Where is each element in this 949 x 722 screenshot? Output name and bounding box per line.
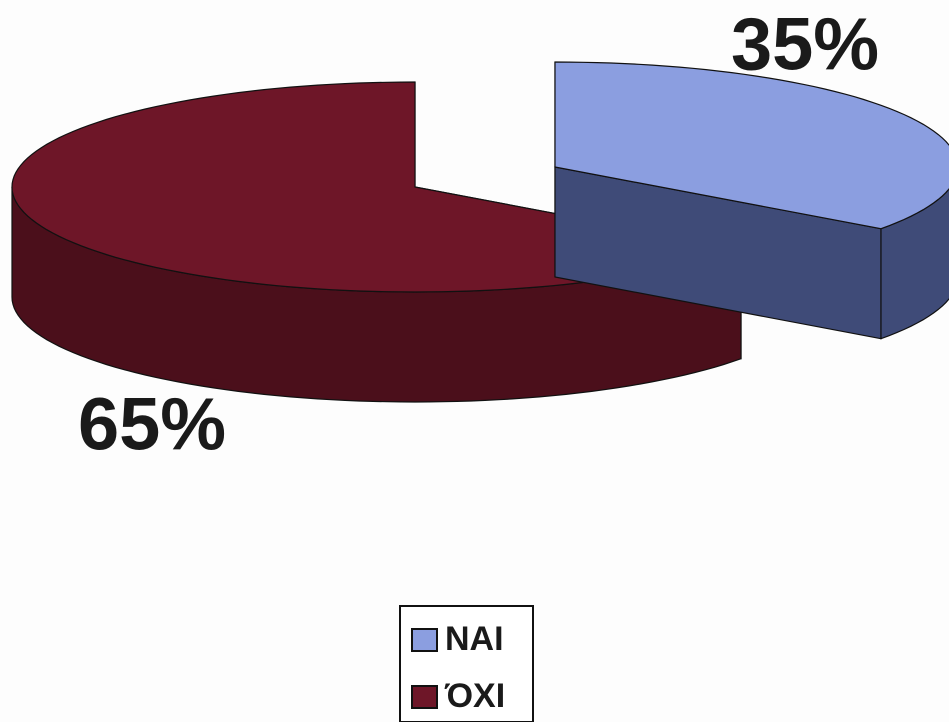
- slice: [554, 61, 949, 230]
- legend-label: ΝΑΙ: [445, 620, 504, 658]
- legend-swatch: [411, 628, 438, 652]
- value-label: 35%: [731, 3, 879, 86]
- value-label: 65%: [78, 383, 226, 466]
- legend-swatch: [411, 685, 438, 709]
- legend-label: ΌΧΙ: [444, 677, 505, 715]
